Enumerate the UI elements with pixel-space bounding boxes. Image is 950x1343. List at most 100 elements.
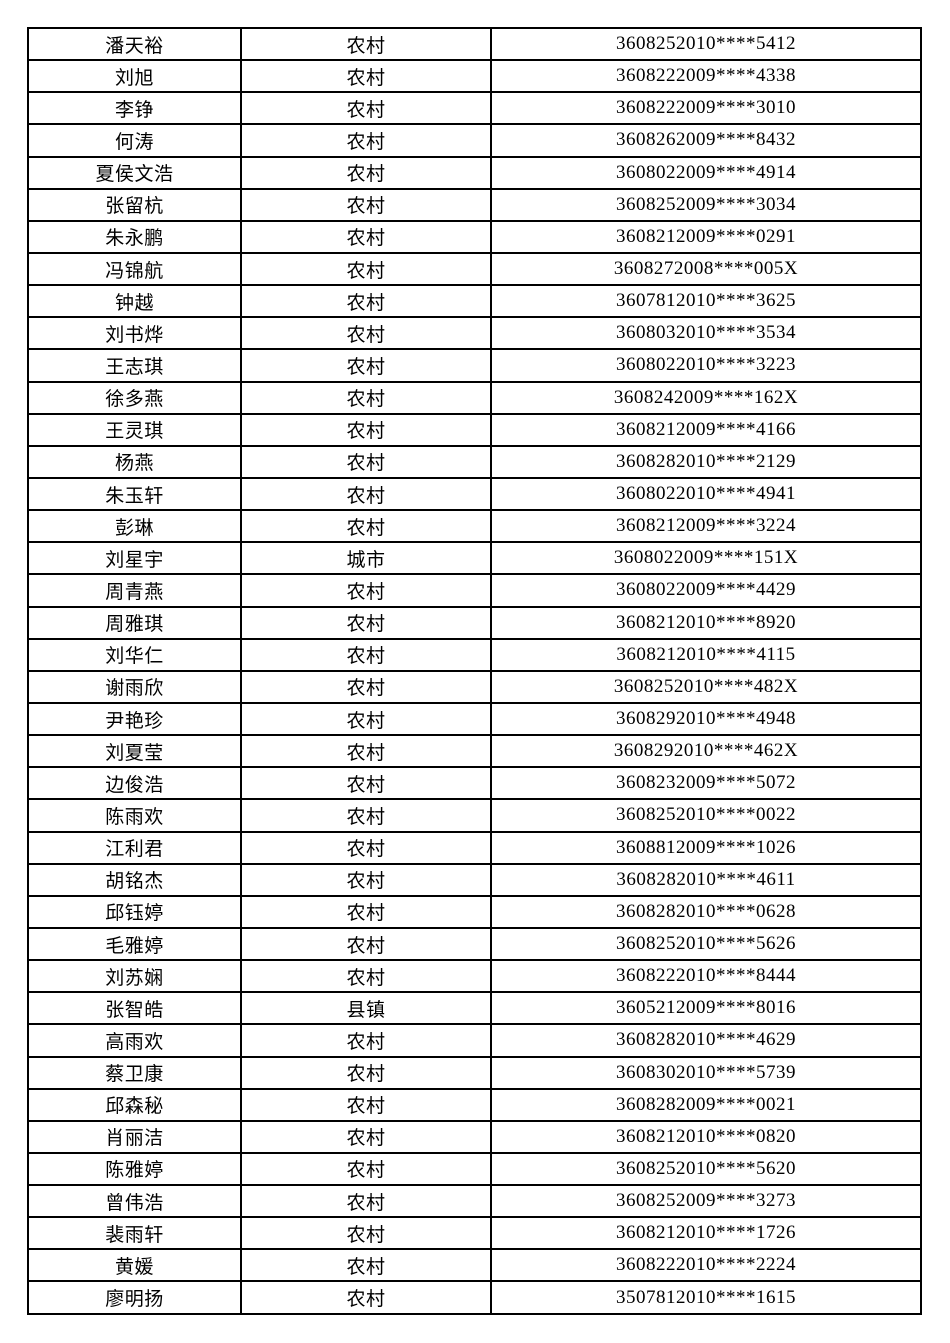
residence-cell: 农村	[240, 123, 492, 158]
name-cell: 廖明扬	[27, 1280, 242, 1315]
id-number-cell: 3608242009****162X	[490, 380, 922, 415]
residence-cell: 农村	[240, 155, 492, 190]
name-cell: 高雨欢	[27, 1023, 242, 1058]
residence-cell: 农村	[240, 316, 492, 351]
name-cell: 何涛	[27, 123, 242, 158]
id-number-cell: 3507812010****1615	[490, 1280, 922, 1315]
id-number-cell: 3608222010****2224	[490, 1248, 922, 1283]
residence-cell: 农村	[240, 830, 492, 865]
id-number-cell: 3608302010****5739	[490, 1055, 922, 1090]
id-number-cell: 3608282009****0021	[490, 1087, 922, 1122]
name-cell: 周青燕	[27, 573, 242, 608]
table-row: 谢雨欣 农村 3608252010****482X	[27, 669, 922, 704]
table-row: 钟越 农村 3607812010****3625	[27, 284, 922, 319]
table-body: 潘天裕 农村 3608252010****5412 刘旭 农村 3608222009***…	[27, 26, 922, 1315]
id-number-cell: 3605212009****8016	[490, 991, 922, 1026]
name-cell: 刘华仁	[27, 637, 242, 672]
name-cell: 张留杭	[27, 187, 242, 222]
id-number-cell: 3608272008****005X	[490, 251, 922, 287]
id-number-cell: 3608252010****5412	[490, 26, 922, 62]
residence-cell: 农村	[240, 1087, 492, 1122]
name-cell: 潘天裕	[27, 26, 242, 62]
residence-cell: 农村	[240, 412, 492, 447]
table-row: 邱钰婷 农村 3608282010****0628	[27, 894, 922, 929]
table-row: 黄媛 农村 3608222010****2224	[27, 1248, 922, 1283]
id-number-cell: 3608222009****3010	[490, 91, 922, 126]
id-number-cell: 3608282010****0628	[490, 894, 922, 929]
name-cell: 李铮	[27, 91, 242, 126]
residence-cell: 农村	[240, 1119, 492, 1154]
table-row: 朱玉轩 农村 3608022010****4941	[27, 476, 922, 512]
id-number-cell: 3608212009****0291	[490, 219, 922, 254]
id-number-cell: 3608022009****151X	[490, 541, 922, 576]
residence-cell: 农村	[240, 734, 492, 769]
table-row: 廖明扬 农村 3507812010****1615	[27, 1280, 922, 1315]
name-cell: 邱森秘	[27, 1087, 242, 1122]
id-number-cell: 3608252009****3273	[490, 1184, 922, 1219]
name-cell: 尹艳珍	[27, 701, 242, 737]
name-cell: 边俊浩	[27, 766, 242, 801]
table-row: 徐多燕 农村 3608242009****162X	[27, 380, 922, 415]
residence-cell: 农村	[240, 1184, 492, 1219]
residence-cell: 农村	[240, 701, 492, 737]
name-cell: 冯锦航	[27, 251, 242, 287]
name-cell: 刘苏娴	[27, 959, 242, 994]
table-row: 裴雨轩 农村 3608212010****1726	[27, 1216, 922, 1251]
residence-cell: 农村	[240, 476, 492, 512]
residence-cell: 农村	[240, 444, 492, 479]
name-cell: 黄媛	[27, 1248, 242, 1283]
residence-cell: 农村	[240, 573, 492, 608]
residence-cell: 农村	[240, 1280, 492, 1315]
residence-cell: 农村	[240, 669, 492, 704]
name-cell: 刘旭	[27, 59, 242, 94]
id-number-cell: 3608022009****4429	[490, 573, 922, 608]
residence-cell: 农村	[240, 1151, 492, 1187]
id-number-cell: 3608252009****3034	[490, 187, 922, 222]
id-number-cell: 3608282010****4611	[490, 862, 922, 897]
residence-cell: 农村	[240, 219, 492, 254]
residence-cell: 农村	[240, 798, 492, 833]
name-cell: 朱永鹏	[27, 219, 242, 254]
id-number-cell: 3608022010****3223	[490, 348, 922, 383]
table-row: 刘苏娴 农村 3608222010****8444	[27, 959, 922, 994]
residence-cell: 农村	[240, 187, 492, 222]
residence-cell: 农村	[240, 1248, 492, 1283]
table-row: 李铮 农村 3608222009****3010	[27, 91, 922, 126]
id-number-cell: 3608212010****1726	[490, 1216, 922, 1251]
table-row: 陈雨欢 农村 3608252010****0022	[27, 798, 922, 833]
id-number-cell: 3608812009****1026	[490, 830, 922, 865]
name-cell: 蔡卫康	[27, 1055, 242, 1090]
residence-cell: 农村	[240, 509, 492, 544]
name-cell: 朱玉轩	[27, 476, 242, 512]
id-number-cell: 3608252010****5620	[490, 1151, 922, 1187]
name-cell: 刘书烨	[27, 316, 242, 351]
table-row: 刘旭 农村 3608222009****4338	[27, 59, 922, 94]
name-cell: 钟越	[27, 284, 242, 319]
residence-cell: 农村	[240, 862, 492, 897]
residence-cell: 城市	[240, 541, 492, 576]
name-cell: 王志琪	[27, 348, 242, 383]
id-number-cell: 3608222010****8444	[490, 959, 922, 994]
table-row: 张智皓 县镇 3605212009****8016	[27, 991, 922, 1026]
name-cell: 刘星宇	[27, 541, 242, 576]
id-number-cell: 3608232009****5072	[490, 766, 922, 801]
table-row: 毛雅婷 农村 3608252010****5626	[27, 926, 922, 962]
table-row: 张留杭 农村 3608252009****3034	[27, 187, 922, 222]
residence-cell: 农村	[240, 894, 492, 929]
name-cell: 曾伟浩	[27, 1184, 242, 1219]
residence-cell: 农村	[240, 59, 492, 94]
residence-cell: 县镇	[240, 991, 492, 1026]
table-row: 江利君 农村 3608812009****1026	[27, 830, 922, 865]
id-number-cell: 3608252010****0022	[490, 798, 922, 833]
table-row: 高雨欢 农村 3608282010****4629	[27, 1023, 922, 1058]
table-row: 周青燕 农村 3608022009****4429	[27, 573, 922, 608]
residence-cell: 农村	[240, 959, 492, 994]
table-row: 王灵琪 农村 3608212009****4166	[27, 412, 922, 447]
residence-cell: 农村	[240, 380, 492, 415]
table-row: 潘天裕 农村 3608252010****5412	[27, 26, 922, 62]
id-number-cell: 3608252010****5626	[490, 926, 922, 962]
residence-cell: 农村	[240, 926, 492, 962]
id-number-cell: 3608022009****4914	[490, 155, 922, 190]
id-number-cell: 3608212009****4166	[490, 412, 922, 447]
